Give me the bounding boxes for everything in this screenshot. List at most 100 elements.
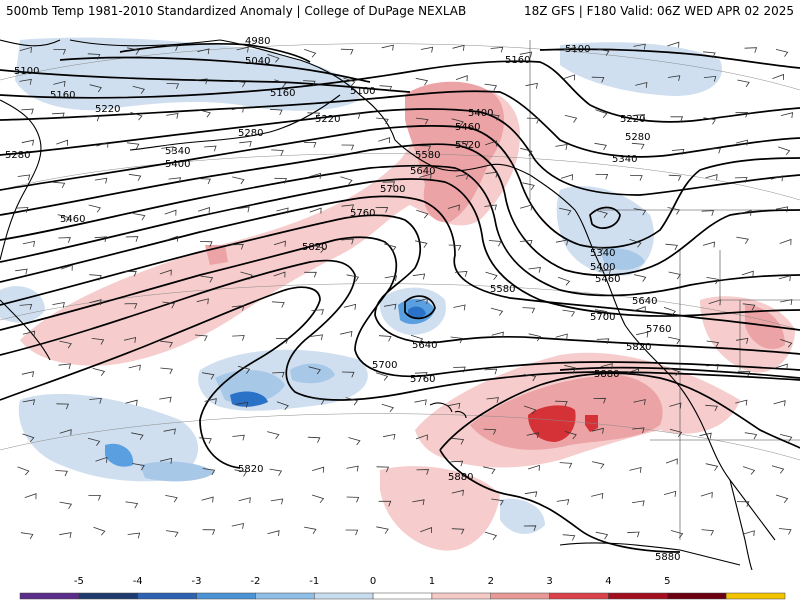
colorbar-tick-label: -3 <box>192 576 202 587</box>
wind-barb <box>88 495 101 501</box>
wind-barb <box>671 149 685 155</box>
wind-barb <box>202 372 215 380</box>
contour-label: 5580 <box>490 284 515 295</box>
wind-barb <box>164 209 177 216</box>
contour-label: 5340 <box>612 154 637 165</box>
contour-label: 5880 <box>655 552 680 563</box>
wind-barb <box>270 498 284 505</box>
wind-barb <box>273 240 286 247</box>
wind-barb <box>706 340 720 348</box>
contour-label: 5220 <box>315 114 340 125</box>
wind-barb <box>780 299 793 305</box>
wind-barb <box>555 144 568 150</box>
wind-barb <box>629 466 642 473</box>
wind-barb <box>166 235 179 242</box>
colorbar-segments <box>19 592 786 600</box>
colorbar-segment <box>78 592 138 600</box>
wind-barb <box>381 403 394 413</box>
colorbar-tick-label: -1 <box>309 576 319 587</box>
wind-barb <box>89 397 102 404</box>
wind-barb <box>55 470 68 477</box>
wind-barb <box>483 428 497 435</box>
wind-barb <box>92 368 106 376</box>
contour-5100 <box>0 48 800 93</box>
wind-barb <box>703 51 716 58</box>
wind-barb <box>272 301 285 308</box>
contour-label: 5760 <box>646 324 671 335</box>
wind-barb <box>420 46 434 53</box>
wind-barb <box>632 500 645 507</box>
wind-barb <box>89 274 102 281</box>
wind-barb <box>455 75 468 82</box>
wind-barb <box>58 363 72 370</box>
wind-barb <box>524 491 538 498</box>
wind-barb <box>629 239 642 248</box>
wind-barb <box>559 462 573 469</box>
colorbar-tick-label: 4 <box>605 576 611 587</box>
wind-barb <box>195 78 208 85</box>
wind-barb <box>555 333 568 340</box>
wind-barb <box>91 338 105 345</box>
wind-barb <box>780 339 793 348</box>
wind-barb <box>200 275 214 283</box>
wind-barb <box>89 299 102 306</box>
wind-barb <box>310 334 324 341</box>
wind-barb <box>165 530 179 538</box>
wind-barb <box>451 489 464 496</box>
wind-barb <box>520 147 533 156</box>
wind-barb <box>312 244 325 253</box>
contour-5820 <box>0 286 800 469</box>
wind-barb <box>341 204 354 211</box>
contour-label: 5880 <box>594 369 619 380</box>
contour-label: 5100 <box>14 66 39 77</box>
wind-barb <box>20 532 34 540</box>
wind-barb <box>742 530 755 537</box>
wind-barb <box>485 171 498 178</box>
colorbar-tick-label: 5 <box>664 576 670 587</box>
warm-anomaly-area <box>20 87 520 366</box>
wind-barb <box>59 340 72 349</box>
wind-barb <box>232 434 245 441</box>
wind-barb <box>736 501 750 507</box>
contour-label: 5820 <box>302 242 327 253</box>
wind-barb <box>485 271 498 281</box>
wind-barb <box>486 397 499 403</box>
wind-barb <box>484 531 498 541</box>
wind-barb <box>775 363 788 370</box>
wind-barb <box>453 304 466 311</box>
wind-barb <box>665 458 678 465</box>
wind-barb <box>235 401 249 408</box>
colorbar-segment <box>313 592 374 600</box>
wind-barb <box>239 141 252 147</box>
wind-barb <box>484 83 498 91</box>
contour-5760 <box>0 259 800 401</box>
contour-label: 5160 <box>270 88 295 99</box>
wind-barb <box>309 207 322 214</box>
wind-barb <box>341 144 355 151</box>
contour-label: 5520 <box>455 140 480 151</box>
wind-barb <box>87 115 100 122</box>
wind-barb <box>273 271 286 278</box>
wind-barb <box>451 118 464 127</box>
wind-barb <box>526 117 540 124</box>
wind-barb <box>59 532 72 538</box>
wind-barb <box>667 207 681 215</box>
wind-barb <box>341 238 354 245</box>
wind-barbs <box>15 41 794 541</box>
contour-label: 5220 <box>620 114 645 125</box>
wind-barb <box>231 522 244 529</box>
wind-barb <box>663 307 676 316</box>
wind-barb <box>418 145 432 152</box>
wind-barb <box>348 437 361 446</box>
wind-barb <box>633 208 647 216</box>
wind-barb <box>526 432 539 439</box>
wind-barb <box>22 433 35 443</box>
colorbar-segment <box>372 592 433 600</box>
wind-barb <box>779 238 792 245</box>
wind-barb <box>53 49 66 55</box>
contour-label: 5160 <box>50 90 75 101</box>
wind-barb <box>735 399 748 406</box>
wind-barb <box>706 363 720 370</box>
wind-barb <box>451 528 465 535</box>
wind-barb <box>735 337 749 344</box>
